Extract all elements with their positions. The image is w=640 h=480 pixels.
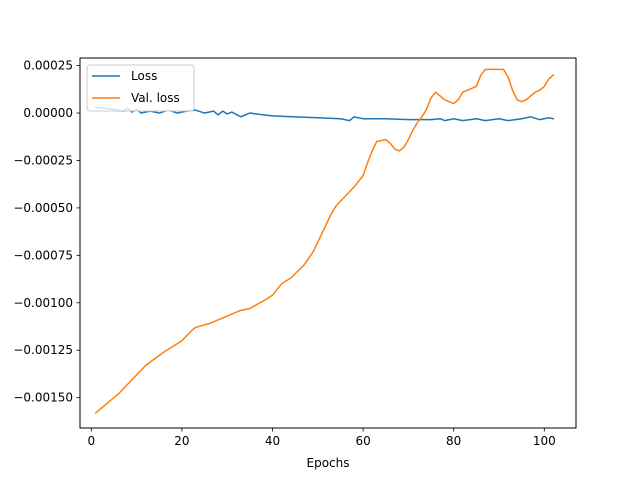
legend-label-val-loss: Val. loss (131, 91, 180, 105)
x-tick-label: 100 (533, 434, 556, 448)
y-tick-label: −0.00100 (13, 296, 73, 310)
legend: Loss Val. loss (86, 64, 195, 112)
y-tick-label: −0.00150 (13, 391, 73, 405)
x-tick-label: 60 (355, 434, 370, 448)
y-tick-label: −0.00125 (13, 343, 73, 357)
series-line-val-loss (94, 68, 555, 414)
legend-label-loss: Loss (131, 69, 157, 83)
series-layer (94, 68, 555, 414)
x-tick-label: 40 (265, 434, 280, 448)
series-line-loss (95, 106, 555, 122)
x-tick-label: 20 (174, 434, 189, 448)
x-axis-label: Epochs (307, 456, 350, 470)
y-tick-label: 0.00025 (23, 59, 73, 73)
y-tick-label: −0.00025 (13, 153, 73, 167)
y-tick-label: 0.00000 (23, 106, 73, 120)
y-tick-label: −0.00050 (13, 201, 73, 215)
plot-frame (79, 57, 577, 429)
x-axis: 0 20 40 60 80 100 (88, 428, 556, 448)
x-tick-label: 0 (88, 434, 96, 448)
x-tick-label: 80 (446, 434, 461, 448)
y-tick-label: −0.00075 (13, 248, 73, 262)
y-axis: 0.00025 0.00000 −0.00025 −0.00050 −0.00075 −0… (13, 59, 80, 405)
